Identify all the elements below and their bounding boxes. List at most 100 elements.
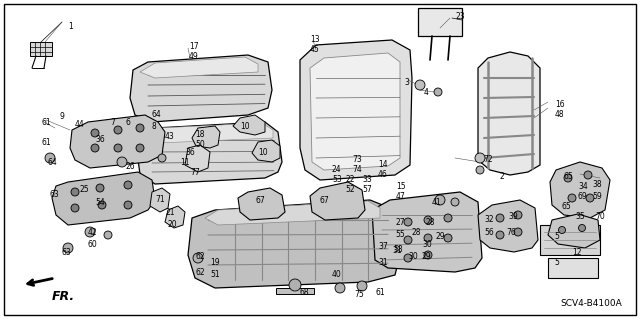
Text: 14: 14 — [378, 160, 388, 169]
Text: 77: 77 — [190, 168, 200, 177]
Text: 37: 37 — [378, 242, 388, 251]
Text: 56: 56 — [484, 228, 493, 237]
Text: 39: 39 — [508, 212, 518, 221]
Text: 38: 38 — [592, 180, 602, 189]
Ellipse shape — [496, 231, 504, 239]
Ellipse shape — [568, 194, 576, 202]
Text: 63: 63 — [50, 190, 60, 199]
Polygon shape — [478, 200, 538, 252]
Ellipse shape — [158, 154, 166, 162]
Ellipse shape — [444, 234, 452, 242]
Text: 61: 61 — [375, 288, 385, 297]
Text: 19: 19 — [210, 258, 220, 267]
Text: 41: 41 — [432, 198, 442, 207]
Bar — [540, 225, 600, 255]
Ellipse shape — [435, 195, 445, 205]
Text: 74: 74 — [352, 165, 362, 174]
Text: 46: 46 — [378, 170, 388, 179]
Ellipse shape — [85, 227, 95, 237]
Polygon shape — [550, 162, 610, 218]
Text: 73: 73 — [352, 155, 362, 164]
Ellipse shape — [71, 188, 79, 196]
Bar — [276, 288, 314, 294]
Ellipse shape — [136, 144, 144, 152]
Ellipse shape — [404, 254, 412, 262]
Ellipse shape — [71, 204, 79, 212]
Ellipse shape — [424, 234, 432, 242]
Polygon shape — [300, 40, 412, 180]
Text: 44: 44 — [75, 120, 84, 129]
Text: 5: 5 — [554, 258, 559, 267]
Ellipse shape — [514, 228, 522, 236]
Text: 75: 75 — [354, 290, 364, 299]
Text: 34: 34 — [578, 182, 588, 191]
Text: 18: 18 — [195, 130, 205, 139]
Ellipse shape — [404, 218, 412, 226]
Bar — [30, 42, 52, 56]
Ellipse shape — [45, 153, 55, 163]
Text: 33: 33 — [362, 175, 372, 184]
Polygon shape — [52, 172, 155, 225]
Text: 22: 22 — [345, 175, 355, 184]
Text: 67: 67 — [255, 196, 265, 205]
Text: 61: 61 — [42, 138, 52, 147]
Ellipse shape — [91, 129, 99, 137]
Text: 1: 1 — [68, 22, 73, 31]
Bar — [548, 258, 598, 278]
Text: 71: 71 — [155, 195, 164, 204]
Ellipse shape — [444, 214, 452, 222]
Text: 70: 70 — [595, 212, 605, 221]
Text: 11: 11 — [180, 158, 189, 167]
Text: 12: 12 — [572, 248, 582, 257]
Ellipse shape — [357, 281, 367, 291]
Text: 40: 40 — [332, 270, 342, 279]
Text: 52: 52 — [345, 185, 355, 194]
Text: 13: 13 — [310, 35, 319, 44]
Ellipse shape — [117, 157, 127, 167]
Polygon shape — [165, 206, 185, 228]
Text: 28: 28 — [412, 228, 422, 237]
Ellipse shape — [586, 194, 594, 202]
Ellipse shape — [96, 184, 104, 192]
Text: 27: 27 — [395, 218, 404, 227]
Text: 35: 35 — [575, 212, 585, 221]
Text: 17: 17 — [189, 42, 198, 51]
Text: 42: 42 — [88, 228, 98, 237]
Ellipse shape — [424, 216, 432, 224]
Text: 54: 54 — [95, 198, 105, 207]
Text: 25: 25 — [80, 185, 90, 194]
Text: 6: 6 — [126, 118, 131, 127]
Text: 47: 47 — [396, 192, 406, 201]
Text: 76: 76 — [506, 228, 516, 237]
Ellipse shape — [451, 198, 459, 206]
Polygon shape — [188, 200, 400, 288]
Text: 61: 61 — [42, 118, 52, 127]
Polygon shape — [372, 192, 482, 272]
Polygon shape — [310, 182, 365, 220]
Text: 67: 67 — [320, 196, 330, 205]
Polygon shape — [478, 52, 540, 175]
Polygon shape — [233, 115, 265, 135]
Text: 45: 45 — [310, 45, 320, 54]
Bar — [418, 8, 462, 36]
Text: 3: 3 — [404, 78, 409, 87]
Text: 4: 4 — [424, 88, 429, 97]
Text: 16: 16 — [555, 100, 564, 109]
Text: 55: 55 — [395, 230, 404, 239]
Ellipse shape — [124, 201, 132, 209]
Ellipse shape — [584, 171, 592, 179]
Text: 30: 30 — [408, 252, 418, 261]
Text: 2: 2 — [500, 172, 505, 181]
Polygon shape — [205, 201, 380, 225]
Ellipse shape — [559, 226, 566, 234]
Ellipse shape — [63, 243, 73, 253]
Text: 36: 36 — [185, 148, 195, 157]
Text: 24: 24 — [332, 165, 342, 174]
Ellipse shape — [193, 253, 203, 263]
Polygon shape — [136, 122, 282, 184]
Text: 57: 57 — [362, 185, 372, 194]
Ellipse shape — [91, 144, 99, 152]
Text: 26: 26 — [125, 162, 134, 171]
Text: 20: 20 — [168, 220, 178, 229]
Text: 62: 62 — [196, 268, 205, 277]
